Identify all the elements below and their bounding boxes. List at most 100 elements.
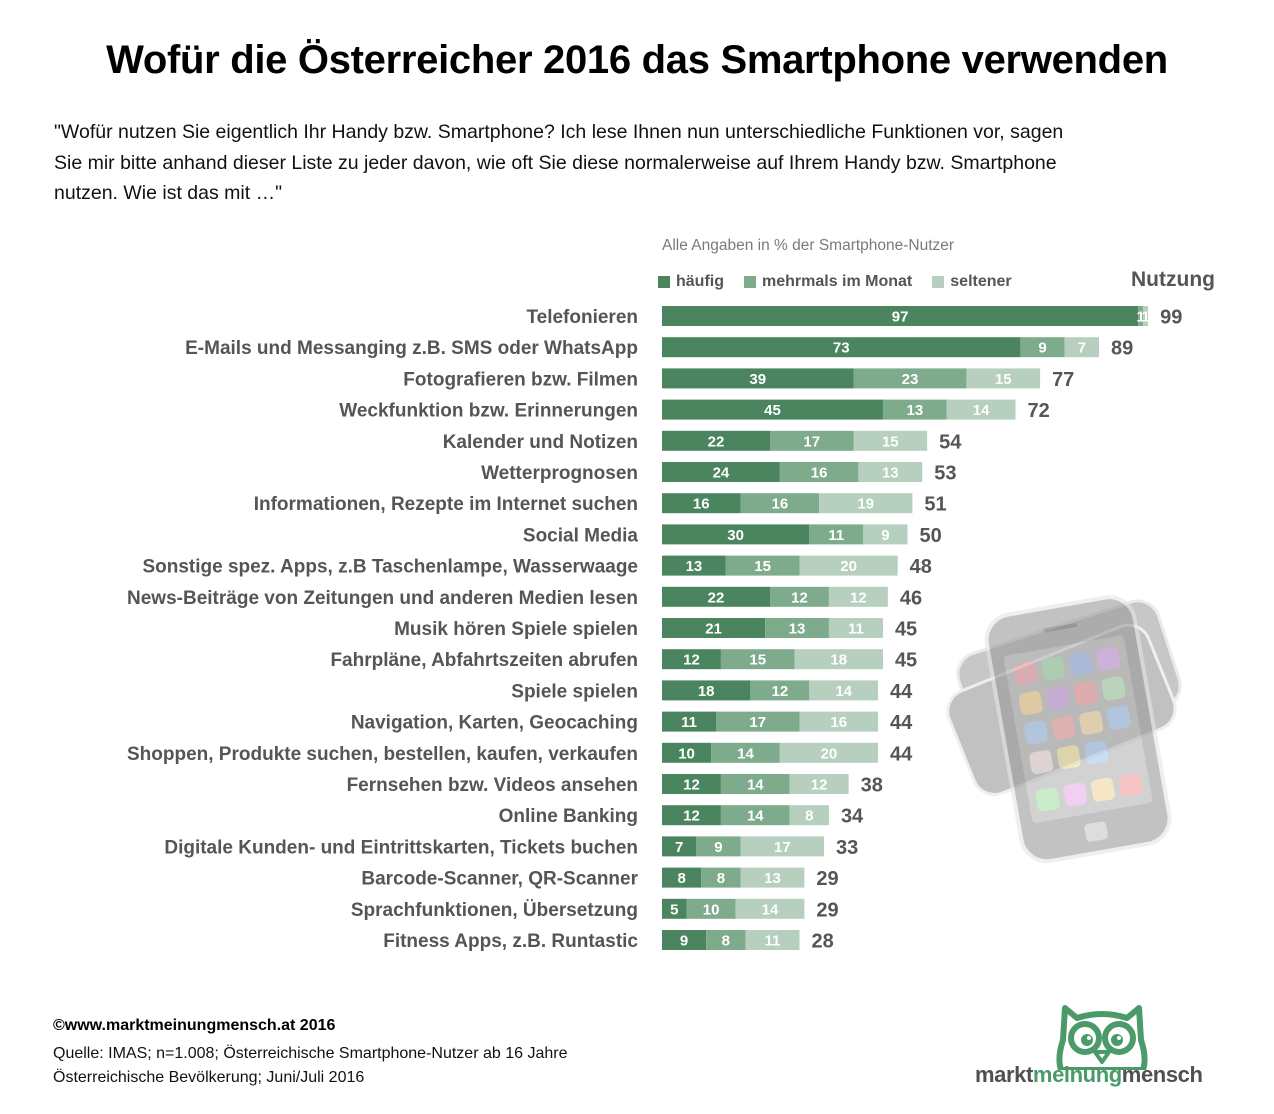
bar-segment-seltener (1143, 306, 1149, 326)
bar-segment-haeufig (662, 399, 883, 420)
category-label: Informationen, Rezepte im Internet suche… (254, 494, 638, 515)
bar-value-label: 11 (828, 527, 844, 544)
bar-value-label: 22 (708, 433, 725, 450)
category-label: Social Media (523, 525, 639, 546)
bar-segment-seltener (946, 399, 1016, 420)
bar-value-label: 12 (683, 652, 700, 669)
bar-value-label: 16 (811, 465, 828, 482)
total-value-label: 45 (895, 619, 917, 641)
bar-segment-mehrmals (686, 898, 736, 919)
legend-label: seltener (950, 273, 1012, 290)
bar-value-label: 11 (765, 933, 781, 950)
bar-segment-mehrmals (725, 555, 800, 576)
bar-value-label: 19 (857, 496, 874, 513)
total-value-label: 77 (1052, 369, 1074, 391)
bar-segment-mehrmals (853, 368, 967, 389)
question-line: "Wofür nutzen Sie eigentlich Ihr Handy b… (54, 121, 1064, 143)
total-value-label: 50 (920, 525, 942, 547)
total-value-label: 72 (1028, 400, 1050, 422)
bar-value-label: 13 (882, 465, 899, 482)
bar-value-label: 13 (686, 558, 703, 575)
bar-segment-mehrmals (720, 805, 790, 826)
bar-segment-haeufig (662, 337, 1021, 358)
bar-segment-seltener (863, 524, 908, 545)
bar-value-label: 13 (789, 621, 806, 638)
bar-value-label: 17 (803, 433, 820, 450)
total-column-header: Nutzung (1131, 268, 1215, 291)
bar-segment-mehrmals (1138, 306, 1144, 326)
bar-segment-mehrmals (711, 742, 780, 763)
bar-segment-seltener (789, 805, 829, 826)
total-value-label: 44 (890, 712, 913, 734)
survey-question: "Wofür nutzen Sie eigentlich Ihr Handy b… (54, 117, 1244, 209)
bar-value-label: 16 (693, 496, 710, 513)
bar-segment-seltener (858, 462, 923, 482)
bar-value-label: 16 (771, 496, 788, 513)
bar-value-label: 9 (1038, 340, 1046, 357)
owl-icon (1056, 1005, 1148, 1070)
bar-segment-mehrmals (770, 586, 829, 607)
bar-value-label: 18 (830, 652, 847, 669)
bar-value-label: 12 (771, 683, 788, 700)
bar-value-label: 20 (821, 745, 838, 762)
bar-value-label: 1 (1137, 309, 1145, 326)
bar-segment-haeufig (662, 493, 741, 514)
bar-value-label: 15 (749, 652, 766, 669)
category-label: Wetterprognosen (481, 463, 638, 484)
category-label: Sprachfunktionen, Übersetzung (351, 900, 638, 921)
bar-value-label: 8 (717, 870, 725, 887)
bar-segment-haeufig (662, 711, 717, 732)
bar-segment-haeufig (662, 836, 697, 857)
legend-item-haeufig: häufig (658, 273, 724, 291)
category-label: Kalender und Notizen (443, 432, 638, 453)
bar-segment-haeufig (662, 805, 721, 826)
bar-value-label: 23 (902, 371, 919, 388)
bar-value-label: 18 (698, 683, 715, 700)
bar-value-label: 9 (680, 933, 688, 950)
source-line: Quelle: IMAS; n=1.008; Österreichische S… (53, 1045, 568, 1062)
bar-segment-seltener (799, 555, 898, 576)
bar-value-label: 13 (764, 870, 781, 887)
bar-value-label: 12 (791, 589, 808, 606)
bar-segment-haeufig (662, 586, 771, 607)
legend-swatch-seltener (932, 276, 945, 288)
chart-title: Wofür die Österreicher 2016 das Smartpho… (106, 38, 1168, 82)
category-label: Telefonieren (526, 307, 638, 328)
bar-value-label: 39 (749, 371, 766, 388)
bar-segment-mehrmals (770, 430, 854, 451)
logo-word-meinung: meinung (1032, 1062, 1122, 1087)
category-label: Fitness Apps, z.B. Runtastic (383, 931, 638, 952)
bar-segment-haeufig (662, 462, 780, 482)
bar-segment-mehrmals (882, 399, 947, 420)
bar-segment-seltener (853, 430, 928, 451)
brand-logo: marktmeinungmensch (975, 1000, 1240, 1095)
bar-segment-mehrmals (720, 649, 795, 670)
bar-segment-haeufig (662, 774, 721, 794)
source-line: Österreichische Bevölkerung; Juni/Juli 2… (53, 1069, 365, 1086)
bar-segment-haeufig (662, 649, 721, 670)
bar-value-label: 8 (677, 870, 685, 887)
legend-item-mehrmals: mehrmals im Monat (744, 273, 912, 291)
bar-segment-haeufig (662, 930, 707, 950)
bar-value-label: 7 (675, 839, 683, 856)
bar-segment-seltener (828, 586, 888, 607)
category-label: Navigation, Karten, Geocaching (351, 713, 638, 734)
total-value-label: 45 (895, 650, 917, 672)
category-label: Sonstige spez. Apps, z.B Taschenlampe, W… (142, 557, 638, 578)
bar-segment-seltener (819, 493, 913, 514)
total-value-label: 89 (1111, 338, 1133, 360)
brand-logo-text: marktmeinungmensch (975, 1062, 1203, 1088)
bar-segment-seltener (740, 836, 825, 857)
bar-value-label: 17 (774, 839, 791, 856)
chart-subtitle: Alle Angaben in % der Smartphone-Nutzer (662, 237, 955, 254)
bar-segment-haeufig (662, 555, 726, 576)
legend-swatch-haeufig (658, 276, 670, 288)
copyright-text: ©www.marktmeinungmensch.at 2016 (53, 1017, 336, 1034)
bar-value-label: 12 (850, 589, 867, 606)
bar-value-label: 20 (840, 558, 857, 575)
bar-value-label: 15 (882, 433, 899, 450)
bar-value-label: 9 (714, 839, 722, 856)
total-value-label: 46 (900, 587, 922, 609)
bar-value-label: 16 (830, 714, 847, 731)
bar-value-label: 15 (995, 371, 1012, 388)
